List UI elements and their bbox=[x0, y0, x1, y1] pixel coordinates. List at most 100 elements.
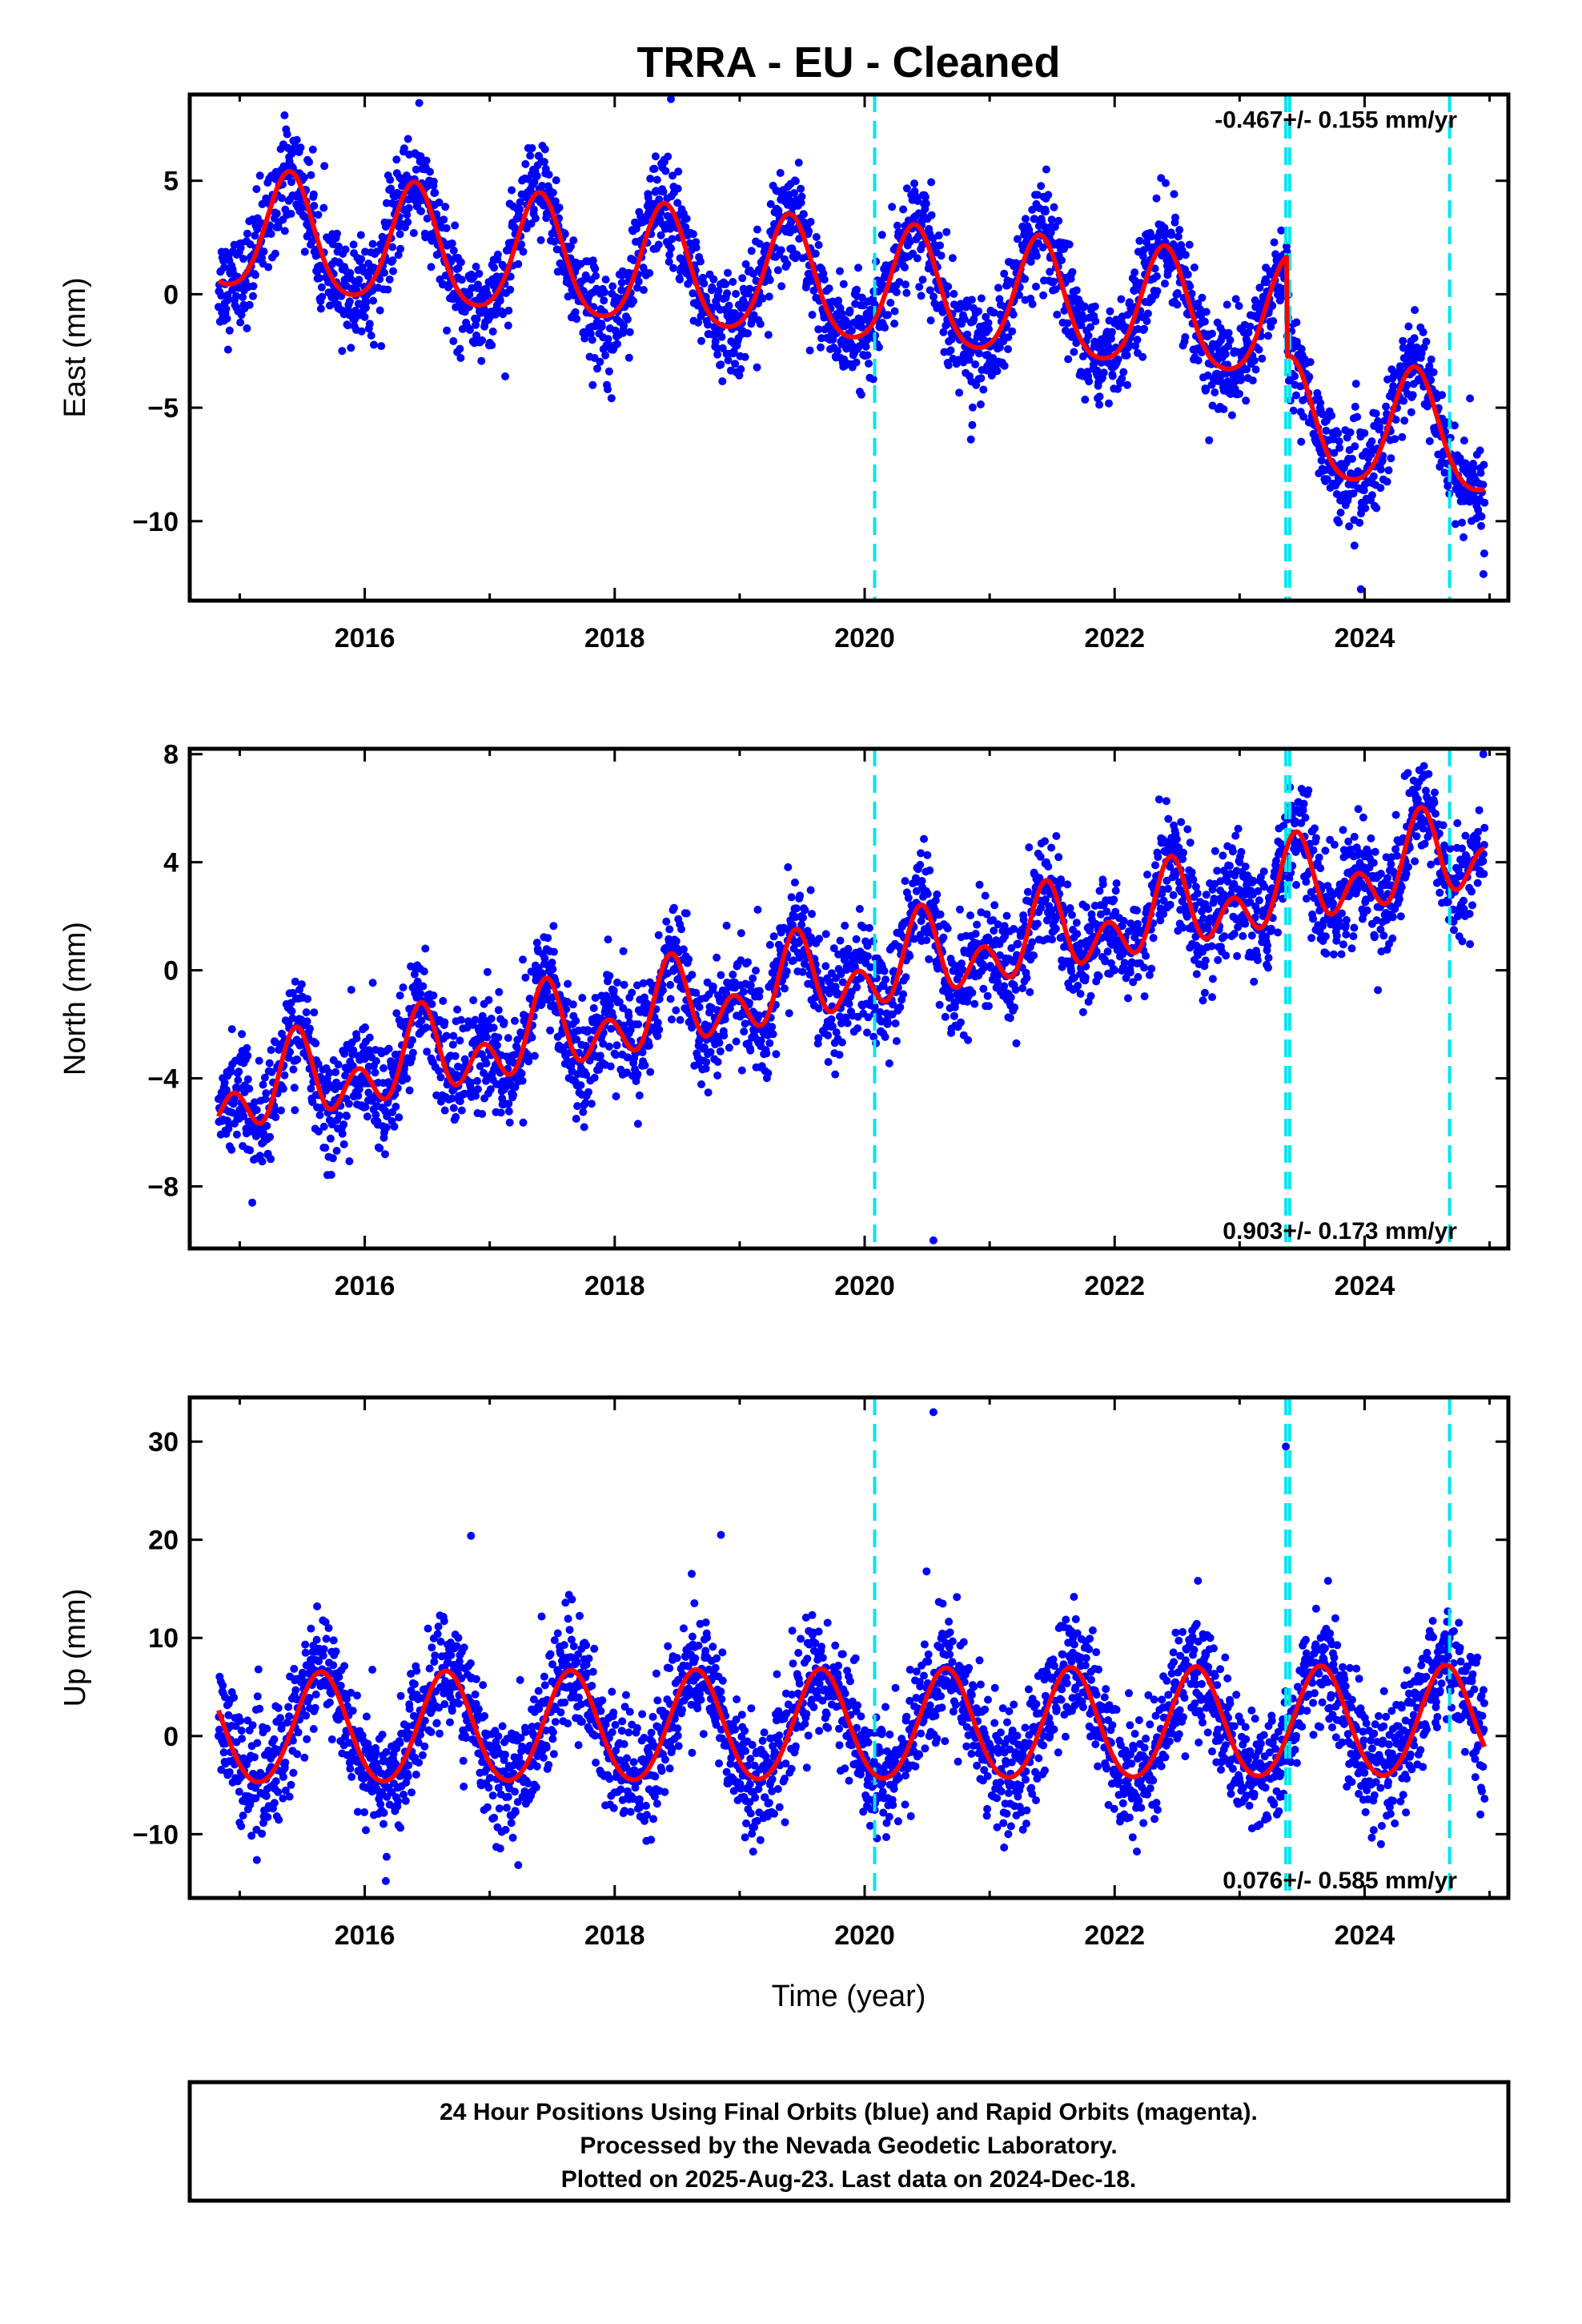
data-point bbox=[1223, 300, 1231, 309]
data-point bbox=[1025, 843, 1034, 852]
data-point bbox=[327, 1171, 335, 1179]
data-point bbox=[1058, 256, 1066, 264]
data-point bbox=[717, 971, 725, 979]
data-point bbox=[772, 1050, 781, 1059]
data-point bbox=[217, 292, 226, 300]
data-point bbox=[1422, 337, 1431, 346]
data-point bbox=[417, 207, 425, 215]
data-point bbox=[1351, 380, 1360, 388]
data-point bbox=[723, 289, 732, 298]
data-point bbox=[704, 320, 713, 329]
data-point bbox=[706, 1047, 715, 1056]
data-point bbox=[1170, 190, 1178, 199]
data-point bbox=[694, 318, 703, 327]
data-point bbox=[1052, 832, 1061, 840]
data-point bbox=[315, 1111, 324, 1120]
data-point bbox=[737, 365, 745, 373]
data-point bbox=[1037, 182, 1046, 191]
data-point bbox=[592, 271, 600, 280]
data-point bbox=[509, 1091, 518, 1100]
data-point bbox=[1106, 307, 1114, 316]
data-point bbox=[521, 159, 530, 168]
data-point bbox=[586, 329, 595, 338]
data-point bbox=[1095, 392, 1104, 401]
data-point bbox=[385, 275, 394, 283]
data-point bbox=[1085, 377, 1094, 386]
data-point bbox=[769, 1030, 777, 1039]
data-point bbox=[608, 282, 617, 291]
data-point bbox=[456, 354, 465, 362]
data-point bbox=[623, 315, 632, 324]
data-point bbox=[499, 310, 508, 319]
data-point bbox=[749, 269, 758, 278]
data-point bbox=[1235, 302, 1243, 310]
data-point bbox=[777, 282, 786, 291]
data-point bbox=[588, 256, 597, 265]
data-point bbox=[697, 336, 705, 345]
data-point bbox=[571, 308, 580, 316]
data-point bbox=[448, 239, 456, 247]
data-point bbox=[576, 1081, 585, 1090]
data-point bbox=[1346, 428, 1355, 436]
data-point bbox=[740, 1027, 749, 1036]
data-point bbox=[785, 1009, 793, 1018]
data-point bbox=[531, 214, 540, 223]
data-point bbox=[1376, 465, 1385, 474]
data-point bbox=[1064, 355, 1073, 364]
data-point bbox=[688, 971, 697, 979]
data-point bbox=[729, 347, 738, 356]
data-point bbox=[303, 995, 312, 1003]
data-point bbox=[633, 1120, 642, 1128]
data-point bbox=[721, 279, 730, 288]
data-point bbox=[1351, 402, 1359, 411]
data-point bbox=[944, 282, 953, 291]
data-point bbox=[662, 917, 671, 926]
data-point bbox=[829, 336, 837, 344]
data-point bbox=[1248, 376, 1257, 385]
data-point bbox=[605, 971, 614, 980]
data-point bbox=[607, 1024, 616, 1033]
data-point bbox=[590, 1073, 599, 1082]
data-point bbox=[861, 342, 870, 351]
data-point bbox=[666, 995, 675, 1003]
data-point bbox=[685, 239, 694, 247]
data-point bbox=[821, 962, 830, 971]
data-point bbox=[1046, 267, 1054, 276]
data-point bbox=[1028, 300, 1037, 308]
data-point bbox=[453, 1005, 462, 1014]
data-point bbox=[979, 984, 988, 993]
data-point bbox=[721, 1015, 729, 1023]
data-point bbox=[881, 1032, 889, 1041]
data-point bbox=[1090, 302, 1099, 311]
data-point bbox=[305, 158, 313, 167]
data-point bbox=[845, 999, 853, 1008]
data-point bbox=[1044, 191, 1053, 199]
data-point bbox=[725, 1043, 733, 1052]
data-point bbox=[885, 1059, 893, 1068]
data-point bbox=[741, 352, 749, 361]
data-point bbox=[469, 996, 478, 1004]
data-point bbox=[665, 251, 674, 259]
data-point bbox=[1054, 853, 1063, 862]
data-point bbox=[239, 293, 247, 301]
data-point bbox=[1194, 356, 1203, 365]
data-point bbox=[368, 239, 377, 248]
data-point bbox=[501, 372, 509, 380]
data-point bbox=[1022, 974, 1031, 983]
data-point bbox=[1131, 342, 1140, 350]
data-point bbox=[941, 1012, 950, 1021]
data-point bbox=[1004, 345, 1012, 353]
data-point bbox=[1099, 368, 1108, 377]
data-point bbox=[516, 198, 524, 207]
data-point bbox=[917, 292, 926, 300]
y-tick-label: 5 bbox=[163, 167, 179, 197]
data-point bbox=[905, 951, 914, 960]
data-point bbox=[1450, 421, 1459, 430]
data-point bbox=[1292, 391, 1300, 400]
figure-title: TRRA - EU - Cleaned bbox=[636, 38, 1060, 86]
data-point bbox=[632, 224, 640, 233]
data-point bbox=[831, 1070, 840, 1079]
data-point bbox=[530, 1051, 539, 1060]
data-point bbox=[1086, 323, 1094, 332]
